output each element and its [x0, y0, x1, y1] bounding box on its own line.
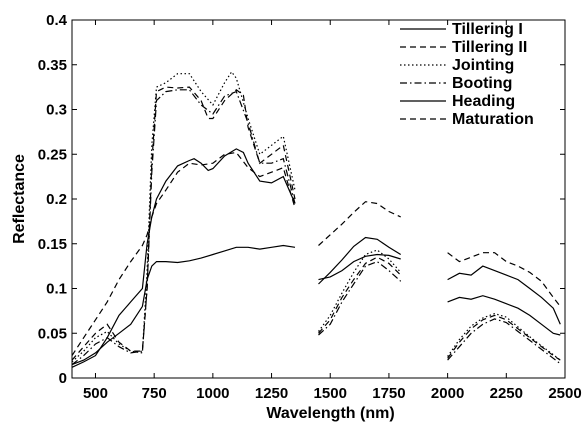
- legend-label: Jointing: [452, 57, 514, 74]
- series-line-segment: [318, 236, 402, 285]
- series-line-segment: [447, 252, 561, 307]
- legend-label: Tillering I: [452, 21, 523, 38]
- y-tick-label: 0: [59, 370, 67, 387]
- series-line-segment: [447, 265, 561, 325]
- x-tick-label: 1250: [255, 385, 288, 402]
- x-tick-label: 500: [83, 385, 108, 402]
- x-tick-label: 2000: [431, 385, 464, 402]
- plot-area: [71, 70, 561, 368]
- x-tick-label: 2500: [548, 385, 581, 402]
- series-maturation: [71, 151, 561, 356]
- legend-label: Maturation: [452, 111, 534, 128]
- y-axis-label: Reflectance: [11, 154, 28, 244]
- series-line-segment: [71, 151, 296, 356]
- x-axis-label: Wavelength (nm): [266, 405, 394, 422]
- y-tick-label: 0.2: [46, 191, 67, 208]
- series-line-segment: [71, 148, 296, 368]
- series-jointing: [71, 70, 561, 363]
- y-tick-label: 0.05: [38, 325, 67, 342]
- series-line-segment: [447, 295, 561, 336]
- x-tick-label: 1750: [372, 385, 405, 402]
- y-axis: 0 0.05 0.1 0.15 0.2 0.25 0.3 0.35 0.4: [38, 12, 565, 387]
- series-line-segment: [318, 249, 402, 332]
- series-line-segment: [318, 260, 402, 336]
- series-booting: [71, 89, 561, 366]
- x-tick-label: 750: [142, 385, 167, 402]
- y-tick-label: 0.3: [46, 102, 67, 119]
- series-line-segment: [71, 70, 296, 363]
- series-line-segment: [318, 253, 401, 281]
- series-line-segment: [318, 256, 402, 334]
- series-line-segment: [447, 314, 561, 361]
- y-tick-label: 0.15: [38, 236, 67, 253]
- legend-label: Tillering II: [452, 39, 527, 56]
- y-tick-label: 0.25: [38, 146, 67, 163]
- x-tick-label: 1500: [314, 385, 347, 402]
- series-heading: [71, 148, 561, 368]
- x-tick-label: 2250: [490, 385, 523, 402]
- x-axis: 500 750 1000 1250 1500 1750 2000 2250 2500: [83, 20, 582, 402]
- x-tick-label: 1000: [196, 385, 229, 402]
- series-line-segment: [447, 312, 561, 361]
- series-line-segment: [71, 89, 296, 366]
- series-line-segment: [71, 244, 296, 366]
- series-line-segment: [447, 318, 561, 365]
- series-tillering-ii: [71, 86, 561, 361]
- legend-label: Booting: [452, 75, 512, 92]
- y-tick-label: 0.4: [46, 12, 68, 29]
- series-tillering-i: [71, 244, 561, 366]
- legend-label: Heading: [452, 93, 515, 110]
- y-tick-label: 0.35: [38, 57, 67, 74]
- y-tick-label: 0.1: [46, 281, 67, 298]
